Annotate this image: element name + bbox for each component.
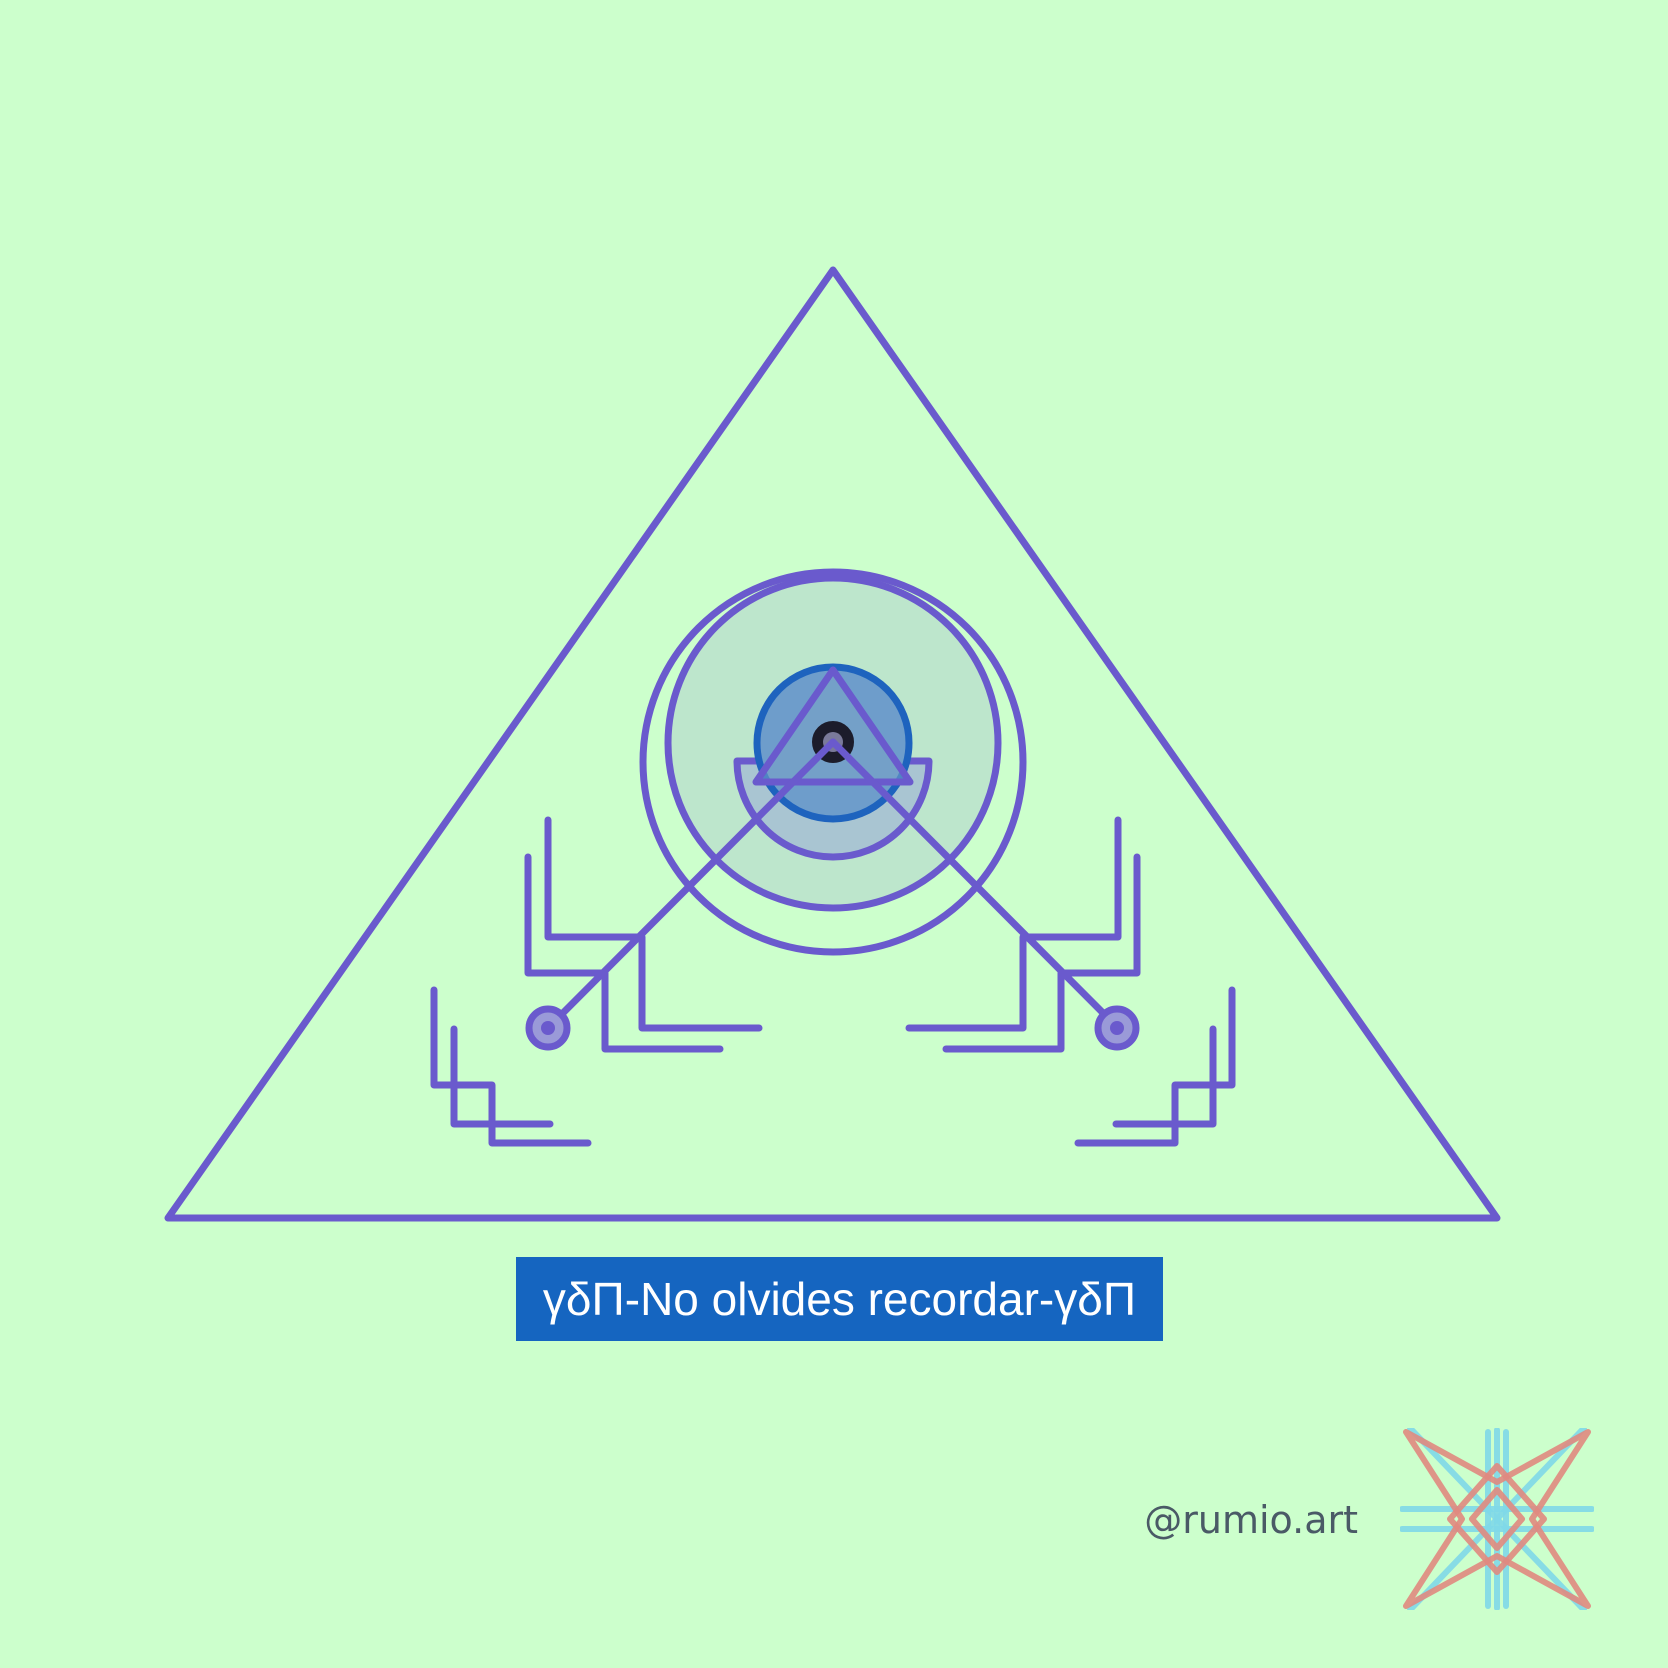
right-orb-core [1110,1021,1124,1035]
left-orb-core [541,1021,555,1035]
outer-ring [639,568,1027,956]
artist-handle: @rumio.art [1144,1498,1358,1542]
right-ray [829,738,1122,1032]
caption-label: γδΠ-No olvides recordar-γδΠ [516,1257,1163,1341]
right-circuit [905,816,1236,1147]
outer-triangle [164,266,1501,1222]
star-knot-icon [1400,1428,1594,1610]
left-ray [544,738,837,1032]
left-circuit [430,816,763,1147]
